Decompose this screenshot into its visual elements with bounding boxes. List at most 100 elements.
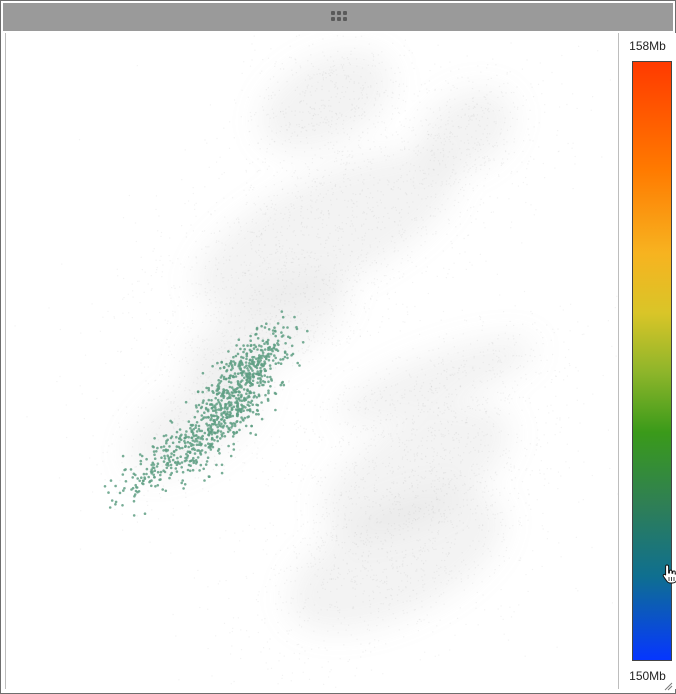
background-point — [411, 130, 413, 132]
background-point — [506, 71, 508, 74]
background-point — [480, 316, 482, 318]
background-point — [291, 175, 293, 178]
background-point — [258, 254, 260, 256]
background-point — [295, 293, 297, 295]
background-point — [326, 649, 328, 651]
background-point — [191, 341, 193, 343]
background-point — [364, 111, 366, 113]
background-point — [275, 251, 277, 254]
background-point — [282, 602, 284, 604]
background-point — [485, 108, 487, 110]
background-point — [14, 325, 16, 327]
background-point — [328, 174, 330, 176]
background-point — [358, 497, 360, 499]
background-point — [322, 184, 324, 186]
background-point — [346, 338, 348, 340]
background-point — [252, 333, 254, 335]
background-point — [513, 338, 515, 340]
background-point — [176, 422, 179, 425]
background-point — [223, 341, 225, 343]
background-point — [263, 257, 265, 259]
background-point — [371, 211, 373, 213]
background-point — [321, 210, 323, 212]
background-point — [443, 513, 445, 515]
background-point — [305, 269, 307, 271]
background-point — [267, 379, 269, 381]
background-point — [373, 141, 375, 143]
background-point — [366, 202, 368, 204]
background-point — [332, 245, 334, 247]
background-point — [331, 342, 333, 344]
background-point — [391, 598, 393, 600]
background-point — [422, 169, 424, 171]
background-point — [486, 84, 488, 86]
background-point — [301, 126, 303, 128]
background-point — [363, 487, 365, 489]
background-point — [451, 148, 453, 150]
background-point — [304, 151, 306, 153]
background-point — [344, 421, 346, 423]
background-point — [384, 155, 386, 157]
background-point — [233, 551, 235, 553]
background-point — [446, 371, 448, 373]
background-point — [26, 416, 28, 418]
background-point — [528, 493, 530, 495]
background-point — [389, 419, 392, 421]
background-point — [329, 69, 331, 71]
background-point — [432, 512, 434, 514]
background-point — [529, 402, 531, 404]
background-point — [424, 405, 426, 407]
background-point — [309, 256, 312, 258]
background-point — [394, 206, 397, 209]
background-point — [441, 559, 443, 562]
background-point — [363, 567, 366, 569]
background-point — [296, 176, 299, 178]
background-point — [310, 562, 312, 564]
background-point — [358, 486, 360, 488]
background-point — [301, 340, 303, 342]
background-point — [475, 436, 477, 438]
background-point — [505, 452, 507, 454]
scatter-plot-area[interactable] — [5, 33, 618, 689]
background-point — [314, 306, 316, 308]
background-point — [338, 544, 340, 546]
background-point — [486, 94, 488, 96]
background-point — [358, 263, 361, 265]
background-point — [505, 151, 507, 153]
background-point — [362, 428, 364, 430]
background-point — [447, 506, 450, 508]
background-point — [274, 574, 276, 576]
background-point — [363, 307, 365, 310]
background-point — [479, 253, 481, 255]
background-point — [476, 505, 478, 507]
background-point — [337, 412, 339, 414]
background-point — [185, 492, 187, 494]
background-point — [388, 373, 390, 375]
background-point — [252, 218, 254, 221]
background-point — [380, 540, 382, 542]
grip-dots-icon[interactable] — [331, 11, 349, 25]
background-point — [562, 309, 564, 311]
background-point — [283, 160, 285, 162]
background-point — [229, 121, 231, 123]
background-point — [336, 539, 338, 542]
background-point — [394, 500, 396, 503]
background-point — [431, 149, 433, 151]
scatter-plot[interactable] — [6, 33, 618, 689]
window-titlebar[interactable] — [3, 3, 673, 31]
background-point — [314, 252, 316, 255]
background-point — [319, 289, 321, 291]
background-point — [544, 478, 546, 480]
background-point — [409, 476, 411, 478]
background-point — [290, 320, 292, 322]
background-point — [289, 141, 291, 143]
background-point — [294, 462, 296, 465]
background-point — [422, 226, 424, 228]
background-point — [286, 170, 288, 172]
background-point — [503, 311, 505, 313]
background-point — [513, 324, 515, 327]
background-point — [345, 78, 347, 80]
background-point — [256, 309, 258, 311]
background-point — [265, 212, 267, 214]
background-point — [214, 291, 216, 293]
